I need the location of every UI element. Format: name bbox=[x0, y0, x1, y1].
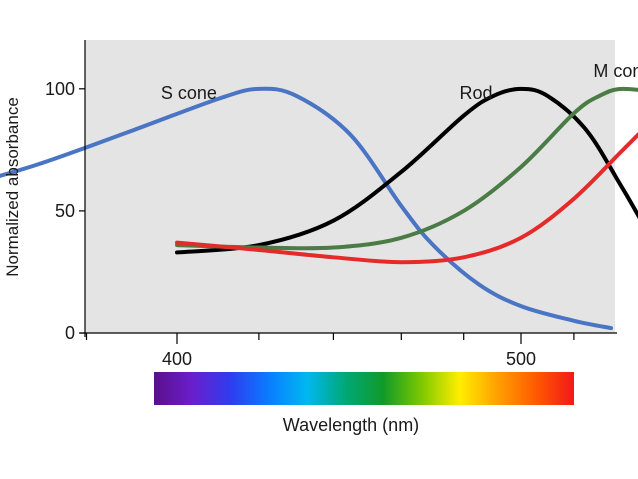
y-tick-label: 50 bbox=[55, 201, 75, 221]
series-line-m-cone bbox=[175, 86, 638, 251]
y-axis-label: Normalized absorbance bbox=[3, 97, 22, 277]
x-tick-label: 400 bbox=[162, 349, 192, 369]
series-line-rod bbox=[175, 86, 638, 255]
series-line-s-cone bbox=[0, 86, 614, 331]
series-label-rod: Rod bbox=[459, 83, 492, 103]
y-ticks: 0 50 100 bbox=[45, 79, 85, 343]
x-ticks: 400500600700 bbox=[85, 333, 575, 369]
y-tick-label: 0 bbox=[65, 323, 75, 343]
wavelength-colorbar bbox=[154, 372, 574, 405]
y-tick-label: 100 bbox=[45, 79, 75, 99]
x-axis-label: Wavelength (nm) bbox=[283, 415, 419, 435]
series-label-m-cone: M cone bbox=[593, 61, 638, 81]
series-layer bbox=[0, 86, 638, 331]
x-tick-label: 500 bbox=[506, 349, 536, 369]
series-line-l-cone bbox=[175, 131, 638, 265]
series-label-s-cone: S cone bbox=[161, 83, 217, 103]
